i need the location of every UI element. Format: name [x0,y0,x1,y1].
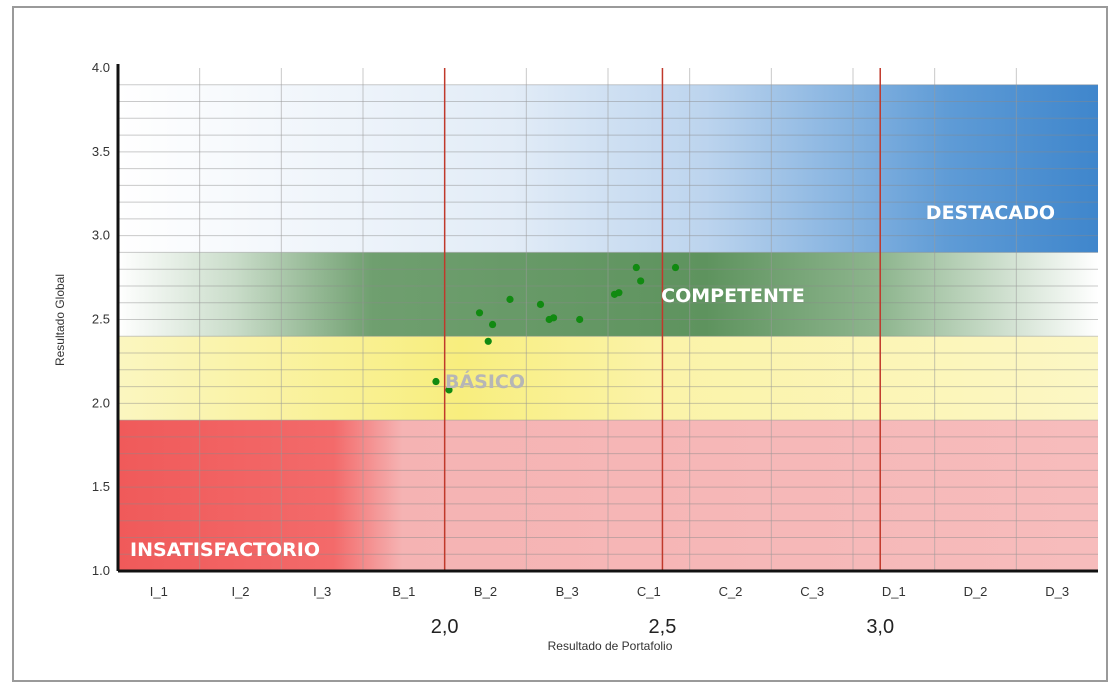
y-tick-label: 2.0 [92,395,110,410]
zone-label: DESTACADO [926,202,1055,224]
x-band-tick-label: I_3 [313,584,331,599]
x-band-tick-label: B_2 [474,584,497,599]
x-band-tick-label: C_2 [719,584,743,599]
axes [116,64,1098,573]
x-band-tick-label: D_3 [1045,584,1069,599]
x-major-tick-label: 2,0 [431,616,459,638]
data-point [536,300,545,309]
y-axis-title: Resultado Global [53,274,67,366]
data-point [549,314,558,322]
zone-label: BÁSICO [445,370,525,393]
y-tick-label: 4.0 [92,60,110,75]
x-band-tick-label: B_3 [556,584,579,599]
gridlines [118,68,1098,571]
data-point [632,263,640,272]
threshold-lines [443,68,881,571]
x-band-tick-label: D_1 [882,584,906,599]
y-tick-label: 1.5 [92,479,110,494]
zone-label: COMPETENTE [661,285,805,307]
y-tick-label: 2.5 [92,312,110,327]
data-point [484,337,492,345]
zone-label: INSATISFACTORIO [130,539,320,561]
x-band-tick-label: D_2 [964,584,988,599]
data-point [615,289,623,297]
data-points [432,263,680,394]
x-band-tick-label: I_1 [150,584,168,599]
data-point [506,295,514,303]
y-tick-label: 3.0 [92,228,110,243]
data-point [432,377,440,386]
x-major-tick-label: 3,0 [866,616,894,638]
zone-labels: INSATISFACTORIO BÁSICO COMPETENTE DESTACADO [130,202,1055,561]
x-band-tick-label: B_1 [392,584,415,599]
x-band-tick-label: C_1 [637,584,661,599]
x-axis-title: Resultado de Portafolio [548,639,673,653]
data-point [671,263,680,272]
data-point [488,320,497,329]
data-point [637,277,645,285]
data-point [475,309,484,317]
x-band-tick-label: I_2 [231,584,249,599]
data-point [576,315,584,324]
y-tick-label: 3.5 [92,144,110,159]
x-major-tick-label: 2,5 [649,616,677,638]
y-tick-label: 1.0 [92,563,110,578]
data-point [445,386,453,394]
tick-labels: 1.0 1.5 2.0 2.5 3.0 3.5 4.0 I_1 I_2 I_3 B_1 B_2 B_3 C… [92,60,1069,638]
x-band-tick-label: C_3 [800,584,824,599]
